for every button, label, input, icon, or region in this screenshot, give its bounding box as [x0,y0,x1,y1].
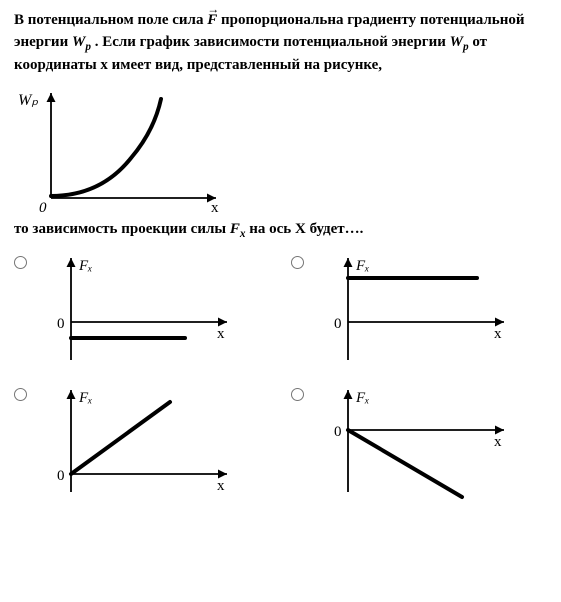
q-p2: p [463,41,469,53]
svg-text:x: x [211,200,219,213]
question-text-2: то зависимость проекции силы Fx на ось X… [14,219,547,242]
svg-text:x: x [217,326,225,342]
q-F: F [207,12,217,28]
q-Wp2: W [450,34,463,50]
option-d-chart: Fₓ x 0 [312,382,512,502]
q-Fx: F [230,221,240,237]
option-b-chart: Fₓ x 0 [312,250,512,370]
q-p1: p [85,41,91,53]
main-chart: Wₚ x 0 [16,83,547,213]
option-b-radio[interactable] [291,256,304,269]
main-chart-svg: Wₚ x 0 [16,83,226,213]
svg-text:0: 0 [334,316,342,332]
q-Wp1: W [72,34,85,50]
svg-text:Wₚ: Wₚ [18,92,38,109]
q-t1: В потенциальном поле сила [14,12,207,28]
option-d-radio[interactable] [291,388,304,401]
q-t3: . Если график зависимости потенциальной … [95,34,450,50]
q-t6: на ось X будет…. [249,221,363,237]
option-c-radio[interactable] [14,388,27,401]
option-b: Fₓ x 0 [291,250,548,370]
svg-text:Fₓ: Fₓ [355,390,369,406]
svg-text:0: 0 [39,200,47,213]
option-a-chart: Fₓ x 0 [35,250,235,370]
svg-text:0: 0 [334,424,342,440]
options-grid: Fₓ x 0 Fₓ x 0 Fₓ x 0 Fₓ x 0 [14,250,547,502]
option-a: Fₓ x 0 [14,250,271,370]
q-t5: то зависимость проекции силы [14,221,230,237]
svg-text:Fₓ: Fₓ [78,390,92,406]
svg-text:Fₓ: Fₓ [355,258,369,274]
svg-text:x: x [494,434,502,450]
q-xsub: x [240,228,246,240]
svg-text:x: x [217,478,225,494]
svg-text:x: x [494,326,502,342]
svg-text:0: 0 [57,316,65,332]
option-d: Fₓ x 0 [291,382,548,502]
option-c: Fₓ x 0 [14,382,271,502]
svg-text:Fₓ: Fₓ [78,258,92,274]
option-c-chart: Fₓ x 0 [35,382,235,502]
svg-text:0: 0 [57,468,65,484]
question-text: В потенциальном поле сила F пропорционал… [14,10,547,77]
option-a-radio[interactable] [14,256,27,269]
